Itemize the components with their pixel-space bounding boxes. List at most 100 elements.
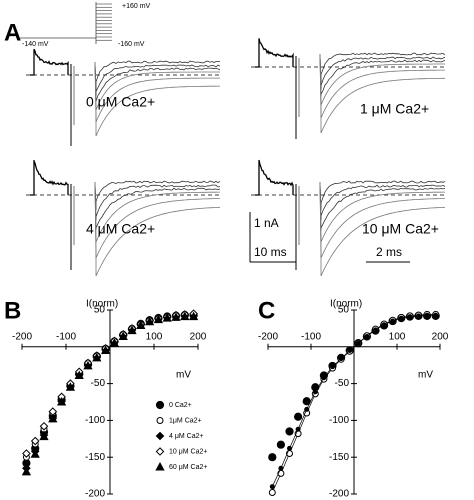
fast-trace (94, 181, 221, 221)
point (118, 331, 128, 340)
fast-trace (319, 181, 445, 259)
point (398, 315, 404, 321)
point (65, 382, 76, 391)
point (424, 312, 430, 318)
fast-trace (319, 53, 446, 90)
scale-time: 2 ms (376, 245, 402, 259)
y-tick-label: 50 (338, 305, 350, 316)
legend-label: 0 Ca2+ (169, 402, 192, 409)
point (48, 413, 58, 423)
protocol-top: +160 mV (122, 3, 151, 10)
point (355, 340, 361, 346)
point (268, 453, 277, 462)
fast-trace (94, 61, 221, 123)
slow-trace (255, 38, 294, 68)
point (321, 375, 327, 381)
fast-trace (319, 53, 446, 97)
fast-trace (319, 181, 446, 277)
legend-label: 4 μM Ca2+ (169, 433, 204, 440)
point (136, 320, 146, 329)
scale-current: 1 nA (254, 216, 279, 230)
point (347, 347, 353, 353)
point (381, 322, 387, 328)
point (269, 484, 275, 490)
point (285, 427, 294, 436)
point (92, 352, 102, 362)
x-axis-title: mV (176, 369, 191, 380)
x-tick-label: -100 (56, 331, 76, 342)
condition-label: 0 μM Ca2+ (86, 94, 155, 110)
y-tick-label: 50 (94, 305, 106, 316)
y-tick-label: -50 (335, 378, 350, 389)
y-tick-label: -150 (85, 452, 105, 463)
point (304, 406, 310, 412)
point (56, 396, 67, 406)
legend-label: 60 μM Ca2+ (169, 464, 207, 471)
point (171, 312, 181, 321)
scale-bars (249, 212, 410, 263)
x-tick-label: 200 (190, 331, 207, 342)
panel-label: A (4, 19, 21, 46)
point (390, 318, 396, 324)
panel-label: C (258, 297, 275, 324)
protocol-hold: -140 mV (22, 41, 49, 48)
point (330, 364, 335, 370)
legend-label: 1μM Ca2+ (169, 417, 202, 424)
point (30, 436, 40, 446)
point (127, 325, 137, 335)
legend-marker (155, 400, 165, 410)
legend-marker (155, 431, 165, 441)
slow-trace (30, 160, 69, 196)
x-tick-label: -200 (258, 331, 278, 342)
point (162, 313, 172, 322)
point (144, 316, 155, 326)
fast-trace (94, 60, 221, 91)
fast-trace (319, 181, 446, 221)
fast-trace (94, 181, 220, 259)
condition-label: 4 μM Ca2+ (86, 221, 155, 237)
legend-marker (155, 447, 165, 456)
fast-trace (319, 181, 445, 243)
fast-trace (94, 181, 221, 231)
fast-trace (319, 53, 445, 119)
protocol-inset (20, 2, 97, 44)
fast-trace (319, 181, 446, 231)
point (295, 426, 301, 432)
point (312, 389, 318, 395)
point (180, 311, 190, 321)
y-tick-label: -50 (91, 378, 106, 389)
point (39, 421, 49, 431)
fast-trace (94, 61, 220, 137)
x-tick-label: -100 (301, 331, 321, 342)
point (276, 440, 285, 449)
point (364, 333, 370, 339)
point (153, 314, 164, 324)
legend-marker (155, 461, 165, 471)
x-tick-label: 200 (432, 331, 449, 342)
fast-trace (319, 53, 445, 134)
y-tick-label: -150 (329, 452, 349, 463)
point (278, 465, 284, 471)
point (83, 360, 93, 370)
fast-trace (94, 180, 221, 211)
x-axis-title: mV (418, 369, 433, 380)
traces (26, 38, 446, 277)
point (416, 313, 421, 319)
point (74, 370, 84, 380)
fast-trace (94, 181, 220, 243)
fast-trace (319, 180, 446, 211)
point (268, 489, 276, 497)
fast-trace (94, 61, 221, 103)
point (294, 412, 303, 421)
point (109, 338, 120, 347)
scale-time: 10 ms (254, 245, 287, 259)
condition-label: 10 μM Ca2+ (362, 221, 439, 237)
fast-trace (94, 181, 221, 277)
fast-trace (319, 52, 446, 83)
slow-trace (30, 48, 69, 76)
fast-trace (94, 61, 220, 111)
point (373, 327, 378, 333)
point (100, 345, 111, 354)
fast-trace (319, 53, 445, 106)
